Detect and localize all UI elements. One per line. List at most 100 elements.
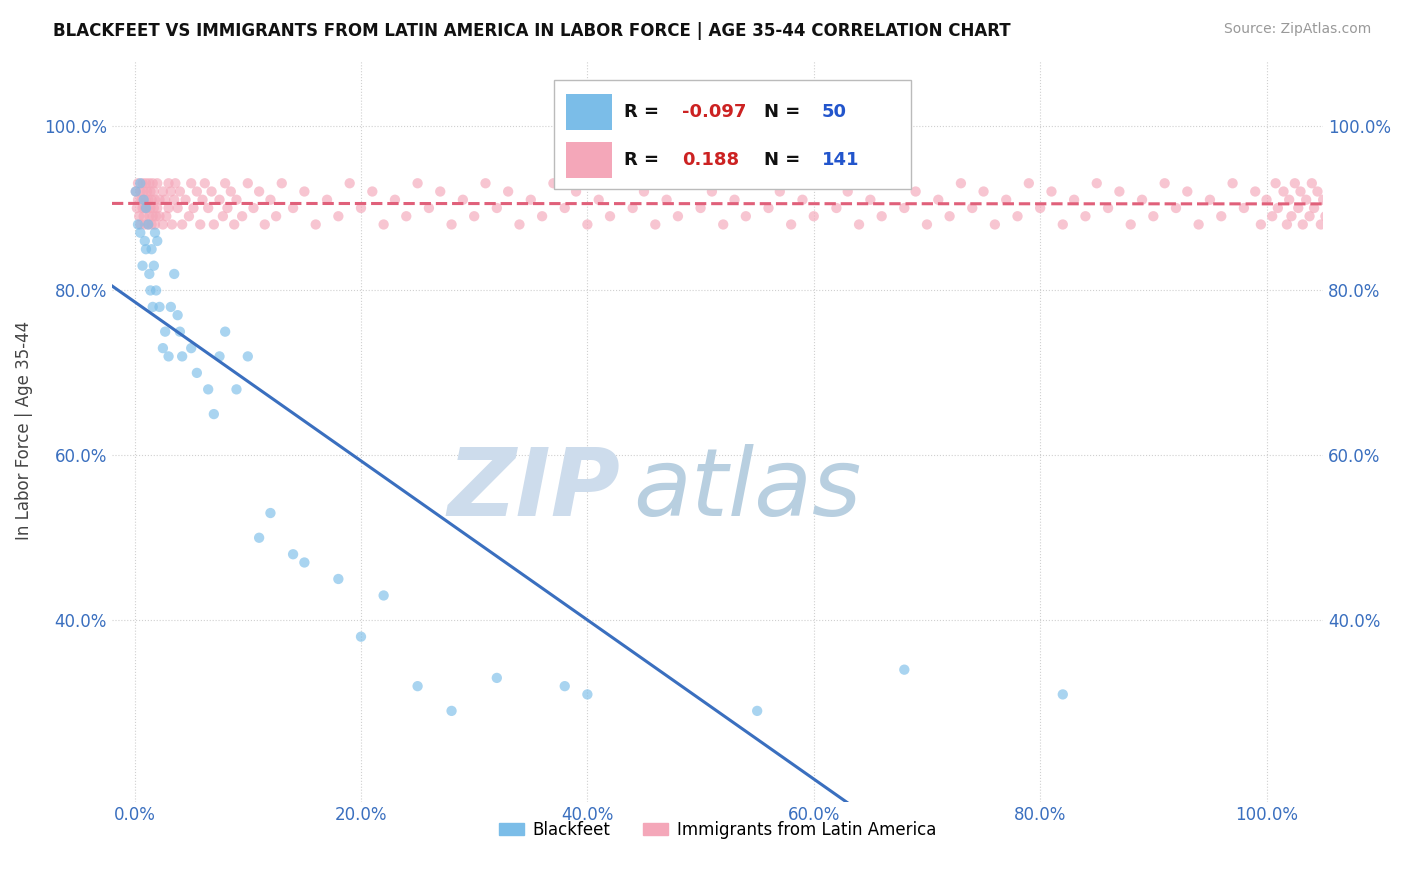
Point: [186, 366, 208, 380]
Point: [1052, 687, 1074, 701]
Point: [143, 226, 166, 240]
Point: [1175, 185, 1198, 199]
Point: [1074, 209, 1097, 223]
Point: [1323, 185, 1346, 199]
Point: [270, 176, 292, 190]
Point: [225, 383, 247, 397]
Point: [508, 218, 530, 232]
Point: [882, 176, 904, 190]
Point: [135, 176, 157, 190]
Point: [520, 193, 543, 207]
Point: [1222, 176, 1244, 190]
Point: [633, 185, 655, 199]
Point: [610, 176, 633, 190]
Point: [138, 209, 160, 223]
Point: [143, 218, 166, 232]
Point: [163, 267, 186, 281]
Point: [429, 185, 451, 199]
Point: [769, 185, 792, 199]
Point: [132, 209, 155, 223]
Point: [294, 556, 316, 570]
Point: [142, 201, 165, 215]
Point: [177, 209, 200, 223]
Text: 0.188: 0.188: [682, 151, 740, 169]
Point: [825, 201, 848, 215]
Point: [166, 308, 188, 322]
Point: [780, 218, 803, 232]
Point: [129, 176, 152, 190]
Point: [136, 201, 159, 215]
Point: [157, 201, 180, 215]
Point: [138, 267, 160, 281]
Point: [139, 185, 162, 199]
Point: [200, 185, 222, 199]
Point: [1018, 176, 1040, 190]
Point: [350, 201, 373, 215]
Point: [747, 704, 769, 718]
Point: [440, 218, 463, 232]
Point: [131, 259, 153, 273]
Point: [384, 193, 406, 207]
Point: [1267, 201, 1289, 215]
Point: [197, 383, 219, 397]
Point: [125, 185, 148, 199]
Point: [1199, 193, 1222, 207]
Point: [134, 201, 156, 215]
Point: [145, 284, 167, 298]
Point: [146, 201, 169, 215]
Point: [1368, 176, 1391, 190]
Point: [160, 218, 183, 232]
Point: [1346, 193, 1368, 207]
Point: [165, 176, 187, 190]
Point: [136, 218, 159, 232]
Point: [180, 341, 202, 355]
Point: [1052, 218, 1074, 232]
Point: [152, 185, 174, 199]
Point: [496, 185, 519, 199]
Point: [440, 704, 463, 718]
Point: [146, 176, 169, 190]
Point: [142, 176, 165, 190]
Point: [1211, 209, 1233, 223]
Point: [169, 185, 191, 199]
Point: [1284, 176, 1306, 190]
Point: [155, 209, 177, 223]
Point: [1367, 209, 1389, 223]
Point: [127, 193, 149, 207]
Point: [169, 325, 191, 339]
Point: [474, 176, 496, 190]
Point: [183, 201, 205, 215]
Point: [803, 209, 825, 223]
Point: [129, 226, 152, 240]
Point: [1301, 176, 1323, 190]
Point: [485, 201, 508, 215]
FancyBboxPatch shape: [567, 95, 612, 130]
Point: [1040, 185, 1063, 199]
Point: [949, 176, 972, 190]
Point: [554, 201, 576, 215]
Legend: Blackfeet, Immigrants from Latin America: Blackfeet, Immigrants from Latin America: [492, 814, 943, 846]
Point: [792, 193, 814, 207]
Point: [904, 185, 927, 199]
Point: [1007, 209, 1029, 223]
Point: [848, 218, 870, 232]
Point: [406, 176, 429, 190]
Point: [129, 218, 152, 232]
Point: [236, 176, 259, 190]
Point: [131, 201, 153, 215]
Point: [1303, 201, 1326, 215]
Point: [131, 176, 153, 190]
Point: [191, 193, 214, 207]
Point: [893, 201, 915, 215]
Point: [142, 185, 165, 199]
Point: [132, 193, 155, 207]
Text: BLACKFEET VS IMMIGRANTS FROM LATIN AMERICA IN LABOR FORCE | AGE 35-44 CORRELATIO: BLACKFEET VS IMMIGRANTS FROM LATIN AMERI…: [53, 22, 1011, 40]
Point: [1256, 193, 1278, 207]
Point: [281, 201, 304, 215]
Point: [152, 341, 174, 355]
Point: [1309, 218, 1331, 232]
Point: [224, 218, 246, 232]
Point: [666, 209, 689, 223]
Point: [135, 201, 157, 215]
Point: [700, 185, 723, 199]
